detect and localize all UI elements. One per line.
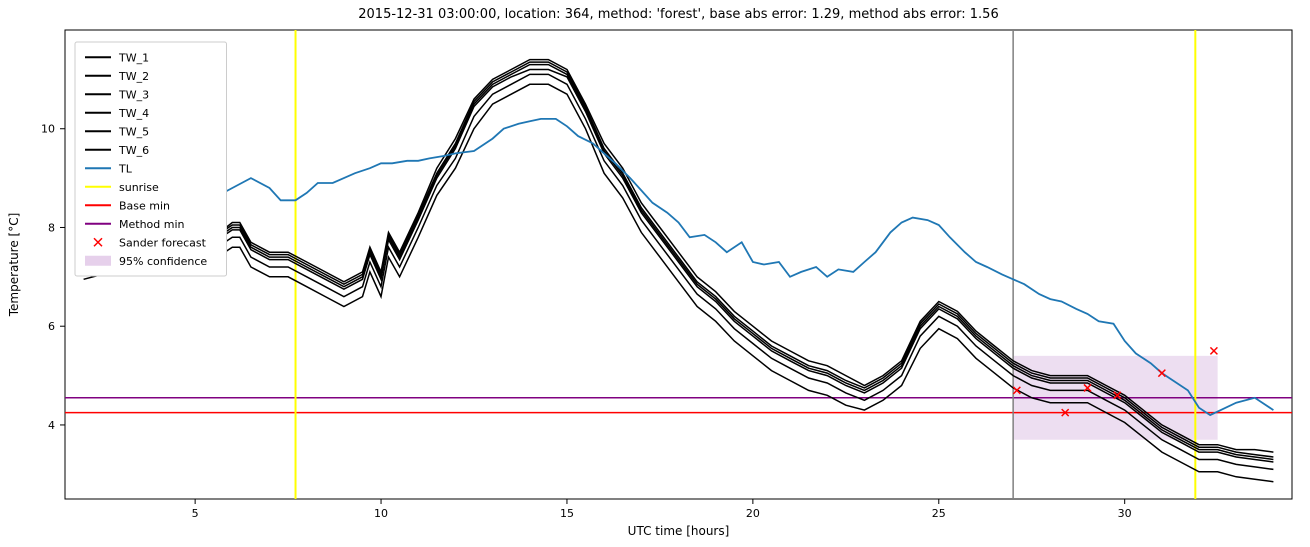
chart-container: 5 10 15 20 25 30 4 6 8 10 UTC time [hours] Temperat… — [0, 0, 1310, 547]
xtick-label: 30 — [1118, 507, 1132, 520]
xtick-label: 5 — [192, 507, 199, 520]
legend-label: 95% confidence — [119, 255, 207, 268]
legend-label: TW_3 — [118, 88, 149, 101]
xtick-label: 25 — [932, 507, 946, 520]
chart-title: 2015-12-31 03:00:00, location: 364, meth… — [358, 7, 998, 22]
legend-swatch — [85, 256, 111, 266]
ytick-label: 8 — [48, 221, 55, 234]
xtick-label: 20 — [746, 507, 760, 520]
legend-label: TW_2 — [118, 70, 149, 83]
legend-label: Method min — [119, 218, 185, 231]
legend-label: TW_1 — [118, 51, 149, 64]
legend-label: TW_4 — [118, 107, 149, 120]
xtick-label: 15 — [560, 507, 574, 520]
legend-label: Base min — [119, 199, 170, 212]
legend-label: TW_5 — [118, 125, 149, 138]
time-series-chart: 5 10 15 20 25 30 4 6 8 10 UTC time [hours] Temperat… — [0, 0, 1310, 547]
legend-label: sunrise — [119, 181, 159, 194]
ytick-label: 10 — [41, 123, 55, 136]
legend-label: Sander forecast — [119, 236, 207, 249]
legend: TW_1 TW_2 TW_3 TW_4 TW_5 TW_6 TL sunrise Base mi… — [75, 42, 227, 276]
legend-label: TL — [118, 162, 133, 175]
legend-label: TW_6 — [118, 144, 149, 157]
xtick-label: 10 — [374, 507, 388, 520]
ytick-label: 6 — [48, 320, 55, 333]
y-axis-label: Temperature [°C] — [7, 213, 21, 318]
x-axis-label: UTC time [hours] — [628, 524, 730, 538]
ytick-label: 4 — [48, 419, 55, 432]
